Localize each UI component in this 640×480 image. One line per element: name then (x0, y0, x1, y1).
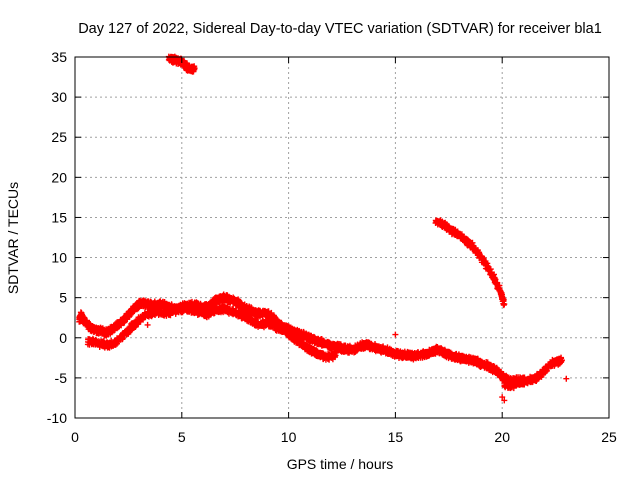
plot-frame (74, 56, 610, 419)
x-tick-labels: 0 5 10 15 20 25 (71, 429, 617, 445)
series-late-segment (501, 354, 565, 392)
data-markers (432, 217, 508, 309)
data-markers (501, 354, 565, 392)
data-markers (84, 303, 339, 363)
y-tick-label: 5 (59, 290, 67, 306)
y-tick-label: 10 (51, 250, 67, 266)
y-tick-label: 25 (51, 129, 67, 145)
chart-title: Day 127 of 2022, Sidereal Day-to-day VTE… (78, 21, 602, 37)
x-axis-label: GPS time / hours (287, 456, 394, 472)
x-tick-label: 25 (601, 429, 617, 445)
y-tick-label: 35 (51, 49, 67, 65)
y-tick-label: 0 (59, 330, 67, 346)
y-tick-label: -5 (55, 370, 68, 386)
series-lower-branch (84, 303, 339, 363)
data-markers (144, 321, 570, 404)
grid-lines (75, 57, 609, 418)
x-tick-label: 0 (71, 429, 79, 445)
series-outliers (144, 321, 570, 404)
x-tick-label: 10 (281, 429, 297, 445)
y-axis-label: SDTVAR / TECUs (5, 182, 21, 294)
axis-ticks (74, 56, 610, 419)
y-tick-labels: -10 -5 0 5 10 15 20 25 30 35 (47, 49, 67, 426)
series-descending-arc (432, 217, 508, 309)
x-tick-label: 15 (388, 429, 404, 445)
x-tick-label: 20 (494, 429, 510, 445)
y-tick-label: 30 (51, 89, 67, 105)
plot-area (76, 53, 570, 404)
y-tick-label: 20 (51, 169, 67, 185)
y-tick-label: -10 (47, 410, 67, 426)
y-tick-label: 15 (51, 209, 67, 225)
x-tick-label: 5 (178, 429, 186, 445)
